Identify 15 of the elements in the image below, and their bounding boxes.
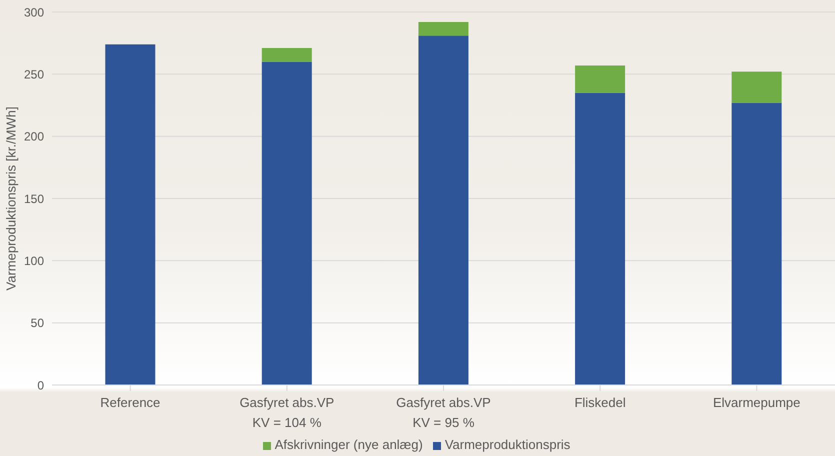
y-tick-label: 0: [37, 378, 44, 392]
y-tick-label: 250: [24, 67, 44, 82]
x-tick-label: Gasfyret abs.VP KV = 95 %: [396, 395, 491, 430]
x-tick-label: Reference: [100, 395, 160, 410]
x-tick-label: Fliskedel: [574, 395, 626, 410]
y-tick-label: 100: [24, 254, 44, 268]
y-tick-label: 50: [30, 316, 44, 330]
y-tick-label: 200: [24, 130, 44, 144]
y-tick-label: 300: [24, 5, 44, 20]
x-tick-label: Elvarmepumpe: [712, 395, 800, 410]
legend-label: Varmeproduktionspris: [444, 437, 570, 452]
y-tick-label: 150: [24, 192, 44, 206]
x-tick-label: Gasfyret abs.VP KV = 104 %: [240, 395, 334, 430]
legend-label: Afskrivninger (nye anlæg): [274, 437, 423, 452]
y-axis-title: Varmeproduktionspris [kr./MWh]: [4, 106, 19, 290]
